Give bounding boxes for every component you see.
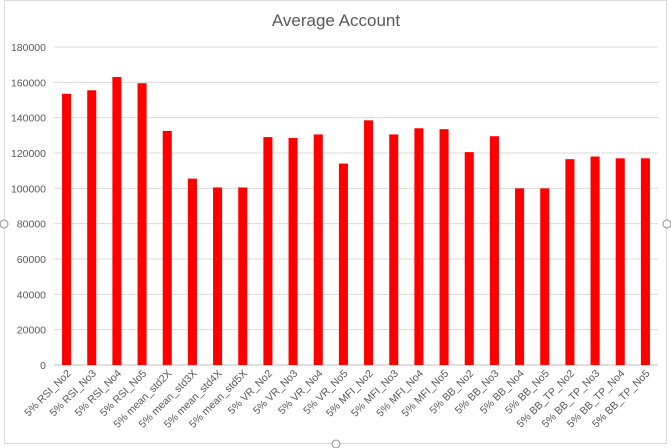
bar: [464, 152, 474, 365]
y-tick-label: 60000: [17, 254, 46, 266]
bar: [615, 158, 625, 365]
bar: [364, 120, 374, 365]
bar: [565, 159, 575, 365]
bar: [640, 158, 650, 365]
bar: [515, 188, 525, 365]
y-tick-label: 40000: [17, 289, 46, 301]
bar: [112, 77, 122, 366]
bar: [389, 134, 399, 365]
y-tick-label: 100000: [11, 183, 46, 195]
chart-title: Average Account: [272, 11, 400, 30]
bar: [62, 93, 72, 366]
y-tick-label: 80000: [17, 219, 46, 231]
bar: [590, 156, 600, 365]
bar: [489, 136, 499, 365]
bar: [137, 83, 147, 365]
bar: [338, 163, 348, 365]
bar: [87, 90, 97, 366]
y-tick-label: 0: [40, 360, 46, 372]
gridlines: [54, 46, 658, 366]
bar: [414, 128, 424, 365]
bar: [187, 178, 197, 365]
resize-handle[interactable]: [662, 219, 671, 229]
resize-handle[interactable]: [0, 219, 9, 229]
bar: [439, 129, 449, 365]
y-tick-label: 120000: [11, 148, 46, 160]
y-tick-label: 20000: [17, 325, 46, 337]
y-tick-label: 180000: [11, 42, 46, 54]
resize-handle[interactable]: [331, 439, 341, 448]
bars: [62, 77, 650, 366]
bar: [288, 137, 298, 365]
bar: [540, 188, 550, 365]
y-axis: 0 20000 40000 60000 80000 100000 120000 140000 1…: [11, 42, 46, 372]
resize-handles[interactable]: [0, 219, 671, 448]
bar: [213, 187, 223, 365]
bar: [162, 130, 172, 365]
y-tick-label: 140000: [11, 113, 46, 125]
bar: [238, 187, 248, 365]
bar: [313, 134, 323, 365]
y-tick-label: 160000: [11, 77, 46, 89]
bar: [263, 137, 273, 365]
